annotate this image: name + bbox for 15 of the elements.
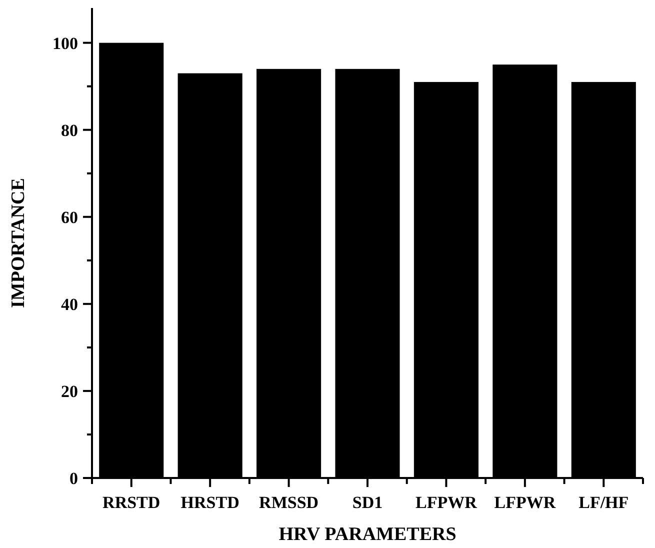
y-tick-label: 0 — [70, 468, 78, 488]
y-tick-label: 80 — [61, 120, 78, 140]
y-tick-label: 20 — [61, 382, 78, 401]
x-tick-label: LFPWR — [494, 493, 556, 512]
x-tick-label: RMSSD — [259, 493, 319, 512]
x-axis-title: HRV PARAMETERS — [278, 524, 456, 545]
y-tick-label: 60 — [61, 208, 78, 227]
x-tick-label: HRSTD — [180, 493, 240, 512]
x-tick-label: LF/HF — [578, 493, 629, 512]
y-axis-title: IMPORTANCE — [8, 178, 29, 308]
y-tick-label: 100 — [52, 34, 78, 53]
x-tick-label: RRSTD — [102, 493, 160, 512]
y-tick-label: 40 — [61, 294, 78, 314]
x-tick-label: SD1 — [352, 493, 383, 512]
x-tick-label: LFPWR — [416, 493, 478, 512]
